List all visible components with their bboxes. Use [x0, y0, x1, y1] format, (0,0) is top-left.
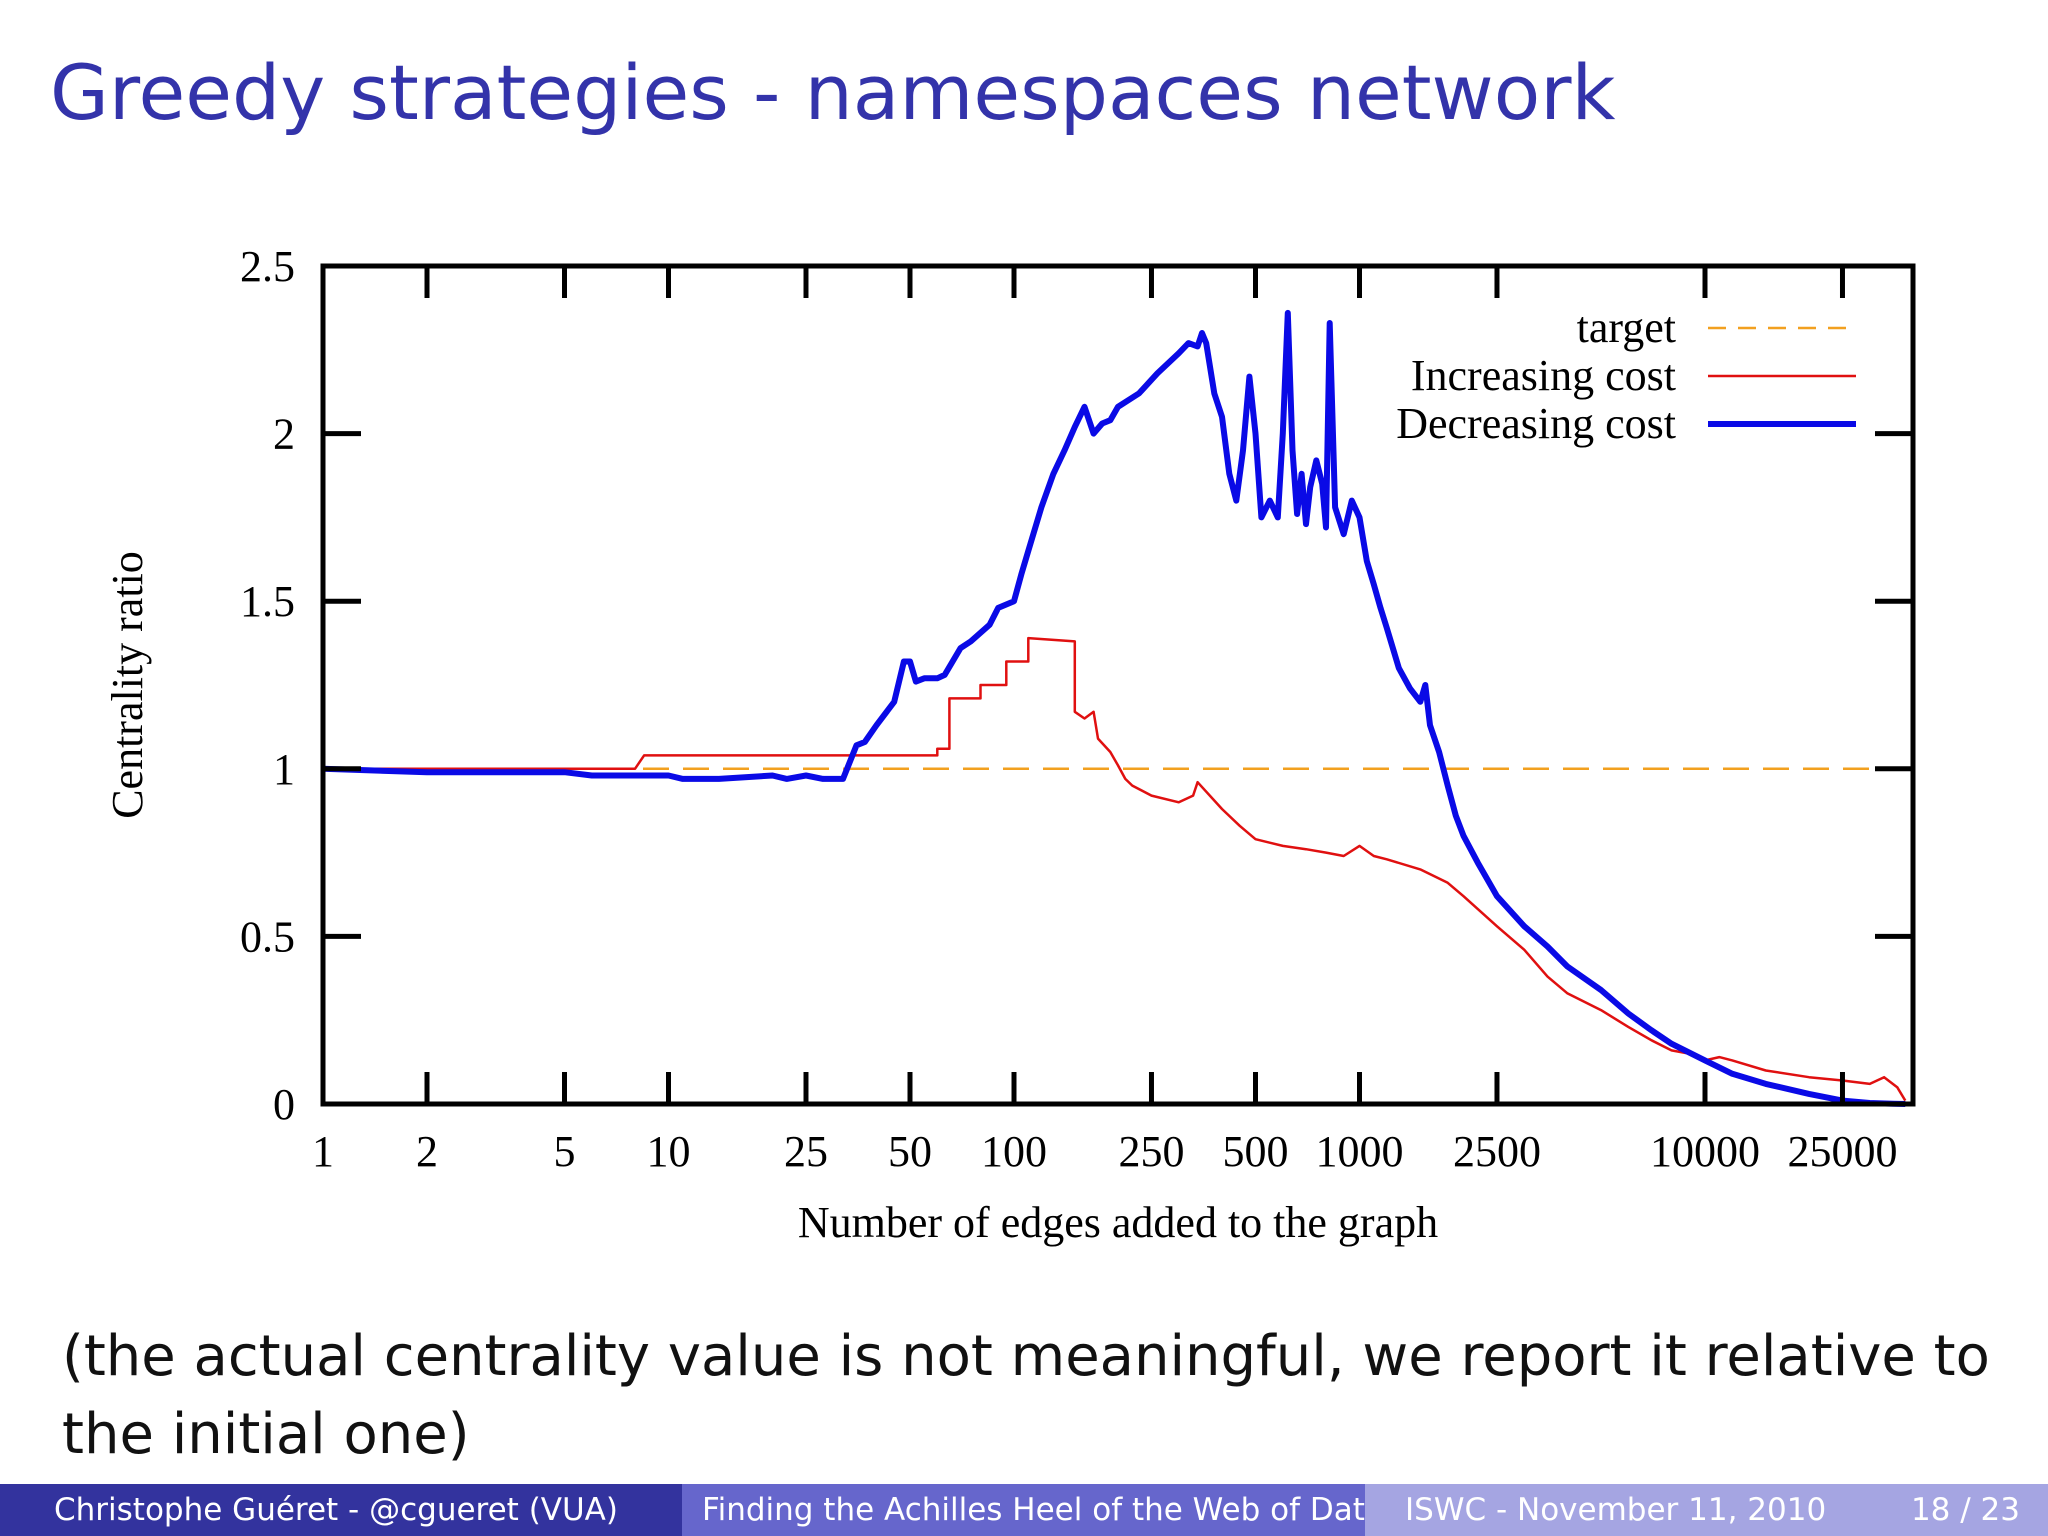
chart-ticks: 1 2 5 10 25 50 100 250 500 1000 2500 10000 2500000.5…: [240, 242, 1913, 1176]
plot-frame: [320, 263, 1916, 1107]
legend-label-3: Decreasing cost: [1396, 399, 1676, 448]
y-tick-label: 0: [273, 1080, 295, 1129]
chart-frame: [320, 263, 1916, 1107]
x-tick-label: 2500: [1453, 1127, 1541, 1176]
series-line-2: [323, 636, 1907, 1102]
footer-talk-title: Finding the Achilles Heel of the Web of …: [682, 1484, 1365, 1536]
x-tick-label: 25: [784, 1127, 828, 1176]
x-tick-label: 250: [1118, 1127, 1184, 1176]
x-tick-label: 5: [553, 1127, 575, 1176]
y-tick-label: 2.5: [240, 242, 295, 291]
legend-label-1: target: [1577, 303, 1676, 352]
x-tick-label: 1: [312, 1127, 334, 1176]
slide-title: Greedy strategies - namespaces network: [50, 48, 1616, 137]
chart-lines: [322, 309, 1913, 1107]
slide-note: (the actual centrality value is not mean…: [62, 1324, 1990, 1467]
y-axis-title: Centrality ratio: [103, 551, 152, 819]
legend-label-2: Increasing cost: [1411, 351, 1676, 400]
x-tick-label: 500: [1222, 1127, 1288, 1176]
footer-venue-section: ISWC - November 11, 2010 18 / 23: [1365, 1484, 2048, 1536]
y-tick-label: 2: [273, 410, 295, 459]
footer-venue-date: ISWC - November 11, 2010: [1405, 1492, 1827, 1528]
x-tick-label: 10: [646, 1127, 690, 1176]
series-line-3: [322, 309, 1906, 1107]
footer-author: Christophe Guéret - @cgueret (VUA): [0, 1484, 682, 1536]
x-tick-label: 2: [416, 1127, 438, 1176]
chart: 1 2 5 10 25 50 100 250 500 1000 2500 10000 25000 0 0.5…: [103, 242, 1916, 1247]
y-tick-label: 1.5: [240, 577, 295, 626]
x-tick-label: 10000: [1650, 1127, 1760, 1176]
x-tick-label: 25000: [1787, 1127, 1897, 1176]
y-tick-label: 1: [273, 745, 295, 794]
slide-footer: Christophe Guéret - @cgueret (VUA) Findi…: [0, 1484, 2048, 1536]
y-tick-label: 0.5: [240, 912, 295, 961]
footer-page-number: 18 / 23: [1910, 1492, 2020, 1528]
x-axis-title: Number of edges added to the graph: [798, 1198, 1438, 1247]
x-tick-label: 50: [888, 1127, 932, 1176]
centrality-chart: 1 2 5 10 25 50 100 250 500 1000 2500 10000 2500000.5…: [103, 242, 1916, 1247]
x-tick-label: 100: [981, 1127, 1047, 1176]
x-tick-label: 1000: [1315, 1127, 1403, 1176]
